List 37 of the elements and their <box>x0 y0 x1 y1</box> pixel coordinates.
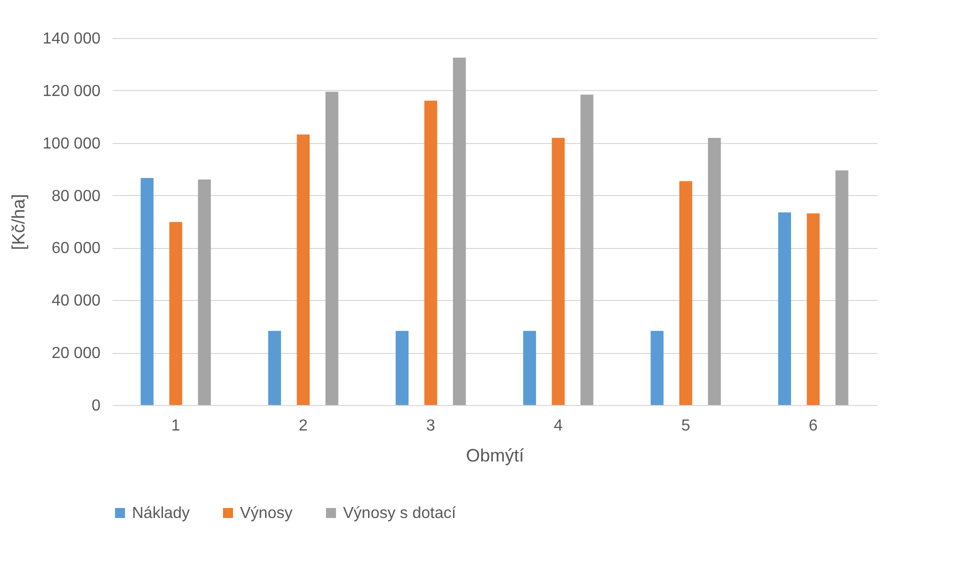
legend-label: Výnosy s dotací <box>343 505 456 522</box>
bar <box>198 180 211 405</box>
bar <box>650 330 664 405</box>
x-tick-label: 6 <box>808 418 818 434</box>
y-tick-label: 40 000 <box>52 292 101 310</box>
bar <box>325 92 338 405</box>
y-tick-label: 0 <box>92 398 101 414</box>
bar <box>523 330 536 405</box>
legend-label: Výnosy <box>240 505 292 522</box>
y-tick-label: 80 000 <box>52 188 101 205</box>
y-tick-label: 60 000 <box>52 240 101 258</box>
bar <box>296 134 310 405</box>
bar <box>708 138 721 405</box>
bar <box>835 170 848 405</box>
bar <box>679 181 692 405</box>
x-tick-label: 5 <box>681 418 690 434</box>
y-tick-label: 140 000 <box>42 30 101 48</box>
bar <box>452 58 466 405</box>
x-tick-label: 2 <box>298 418 308 434</box>
bar <box>396 330 409 405</box>
bar <box>424 100 438 405</box>
legend-label: Náklady <box>132 505 190 522</box>
bar <box>552 138 565 405</box>
y-tick-label: 20 000 <box>52 345 101 362</box>
y-tick-label: 100 000 <box>42 135 101 152</box>
bar <box>169 222 182 405</box>
x-tick-label: 4 <box>554 418 563 434</box>
y-axis-title: [Kč/ha] <box>8 194 29 250</box>
bar <box>778 212 792 405</box>
bar <box>268 330 282 405</box>
x-tick-label: 1 <box>171 418 180 434</box>
x-tick-label: 3 <box>426 418 436 434</box>
bar <box>806 213 820 405</box>
bar <box>140 178 154 405</box>
x-axis-title: Obmýtí <box>466 446 524 466</box>
y-tick-label: 120 000 <box>42 82 101 100</box>
bar <box>580 94 594 405</box>
